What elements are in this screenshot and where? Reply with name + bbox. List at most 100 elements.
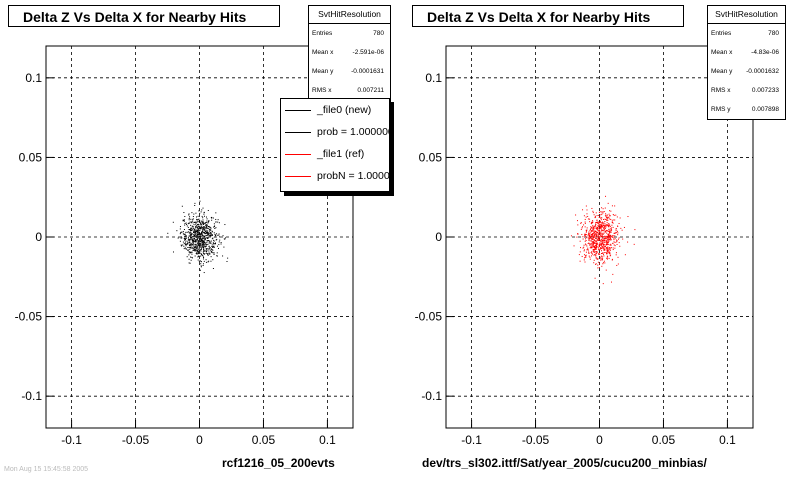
data-point	[183, 220, 185, 222]
data-point	[195, 230, 197, 232]
data-point	[592, 242, 594, 244]
data-point	[193, 213, 195, 215]
data-point	[590, 237, 592, 239]
data-point	[194, 246, 196, 248]
data-point	[587, 249, 589, 251]
data-point	[610, 243, 612, 245]
data-point	[591, 252, 593, 254]
data-point	[203, 232, 205, 234]
data-point	[595, 237, 597, 239]
data-point	[601, 227, 603, 229]
data-point	[202, 227, 204, 229]
data-point	[604, 228, 606, 230]
data-point	[612, 214, 614, 216]
data-point	[197, 231, 199, 233]
data-point	[608, 233, 610, 235]
data-point	[190, 234, 192, 236]
data-point	[199, 249, 201, 251]
data-point	[197, 219, 199, 221]
data-point	[192, 249, 194, 251]
data-point	[610, 239, 612, 241]
data-point	[215, 243, 217, 245]
data-point	[606, 255, 608, 257]
data-point	[198, 242, 200, 244]
data-point	[197, 232, 199, 234]
data-point	[584, 236, 586, 238]
left-stats-row: Mean y -0.0001631	[312, 68, 384, 75]
data-point	[197, 229, 199, 231]
data-point	[210, 248, 212, 250]
data-point	[589, 244, 591, 246]
data-point	[202, 207, 204, 209]
data-point	[183, 237, 185, 239]
data-point	[585, 205, 587, 207]
data-point	[210, 240, 212, 242]
data-point	[612, 249, 614, 251]
right-stats-row: Entries 780	[711, 30, 779, 37]
data-point	[593, 232, 595, 234]
data-point	[596, 221, 598, 223]
data-point	[201, 238, 203, 240]
data-point	[195, 236, 197, 238]
data-point	[207, 240, 209, 242]
data-point	[215, 239, 217, 241]
data-point	[588, 238, 590, 240]
data-point	[596, 251, 598, 253]
data-point	[202, 241, 204, 243]
data-point	[593, 226, 595, 228]
data-point	[188, 217, 190, 219]
data-point	[188, 235, 190, 237]
data-point	[195, 243, 197, 245]
data-point	[200, 226, 202, 228]
data-point	[190, 246, 192, 248]
data-point	[608, 237, 610, 239]
data-point	[588, 236, 590, 238]
data-point	[607, 219, 609, 221]
data-point	[217, 221, 219, 223]
data-point	[199, 235, 201, 237]
data-point	[606, 230, 608, 232]
data-point	[604, 238, 606, 240]
data-point	[606, 222, 608, 224]
data-point	[617, 234, 619, 236]
data-point	[172, 251, 174, 253]
data-point	[608, 237, 610, 239]
data-point	[207, 261, 209, 263]
data-point	[189, 216, 191, 218]
data-point	[184, 247, 186, 249]
data-point	[199, 269, 201, 271]
data-point	[203, 256, 205, 258]
data-point	[600, 247, 602, 249]
data-point	[609, 236, 611, 238]
data-point	[199, 220, 201, 222]
data-point	[587, 235, 589, 237]
data-point	[194, 230, 196, 232]
data-point	[193, 242, 195, 244]
data-point	[193, 238, 195, 240]
data-point	[200, 254, 202, 256]
data-point	[193, 224, 195, 226]
data-point	[196, 239, 198, 241]
data-point	[206, 231, 208, 233]
data-point	[213, 223, 215, 225]
data-point	[598, 224, 600, 226]
data-point	[202, 221, 204, 223]
data-point	[191, 241, 193, 243]
data-point	[595, 234, 597, 236]
data-point	[190, 227, 192, 229]
data-point	[582, 209, 584, 211]
data-point	[207, 248, 209, 250]
data-point	[578, 254, 580, 256]
data-point	[603, 247, 605, 249]
data-point	[204, 229, 206, 231]
data-point	[197, 226, 199, 228]
data-point	[206, 227, 208, 229]
data-point	[194, 234, 196, 236]
data-point	[580, 228, 582, 230]
data-point	[218, 241, 220, 243]
data-point	[182, 220, 184, 222]
legend-entry: _file1 (ref)	[281, 143, 389, 165]
data-point	[205, 250, 207, 252]
data-point	[599, 244, 601, 246]
data-point	[601, 226, 603, 228]
